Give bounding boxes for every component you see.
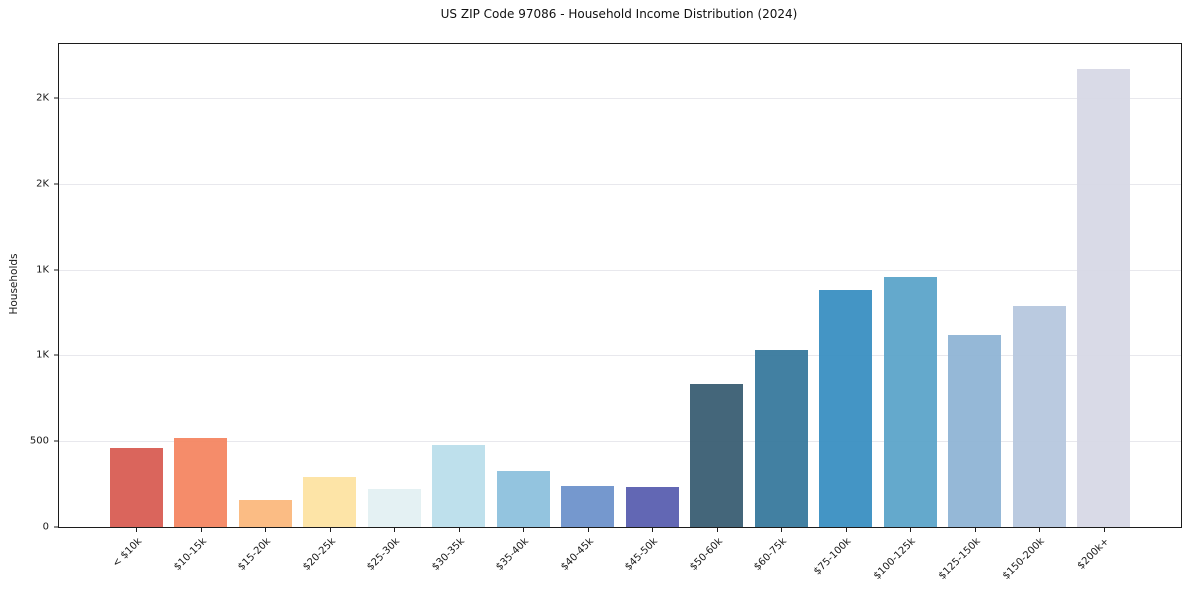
x-tick-mark [587, 527, 589, 532]
x-tick-label: $100-125k [872, 536, 919, 582]
x-tick-mark [329, 527, 331, 532]
bar [496, 471, 550, 527]
y-tick-mark [54, 269, 59, 271]
x-tick-label: $150-200k [1001, 536, 1048, 582]
x-tick-label: $125-150k [936, 536, 983, 582]
x-tick-label: $75-100k [812, 536, 854, 578]
x-tick-mark [974, 527, 976, 532]
x-tick-mark [136, 527, 138, 532]
bar [367, 488, 421, 527]
y-tick-label: 2K [36, 178, 49, 190]
bar [690, 384, 744, 527]
y-tick-label: 500 [29, 435, 49, 447]
x-tick-mark [716, 527, 718, 532]
x-tick-mark [652, 527, 654, 532]
bar [1012, 305, 1066, 527]
y-tick-mark [54, 183, 59, 185]
x-tick-mark [458, 527, 460, 532]
x-tick-mark [910, 527, 912, 532]
x-tick-label: $35-40k [494, 536, 532, 573]
x-tick-mark [1103, 527, 1105, 532]
gridline [59, 441, 1181, 443]
x-tick-label: $50-60k [687, 536, 725, 573]
y-tick-mark [54, 97, 59, 99]
gridline [59, 355, 1181, 357]
bar [238, 500, 292, 527]
x-tick-mark [265, 527, 267, 532]
bar [883, 277, 937, 527]
y-axis-label: Households [8, 253, 20, 315]
x-tick-label: $10-15k [171, 536, 209, 573]
x-tick-label: $20-25k [300, 536, 338, 573]
bar [625, 486, 679, 527]
x-tick-mark [845, 527, 847, 532]
x-tick-label: $60-75k [752, 536, 790, 573]
chart-title: US ZIP Code 97086 - Household Income Dis… [440, 7, 798, 21]
gridline [59, 98, 1181, 100]
bar [754, 350, 808, 527]
y-tick-label: 0 [42, 521, 49, 533]
bar [819, 290, 873, 527]
x-tick-label: $25-30k [365, 536, 403, 573]
y-tick-mark [54, 440, 59, 442]
x-tick-label: < $10k [110, 536, 145, 570]
x-tick-label: $40-45k [558, 536, 596, 573]
x-tick-mark [200, 527, 202, 532]
bar [174, 437, 228, 527]
y-tick-label: 1K [36, 349, 49, 361]
gridline [59, 183, 1181, 185]
x-tick-mark [394, 527, 396, 532]
y-tick-label: 1K [36, 264, 49, 276]
bar [1077, 68, 1131, 527]
x-tick-label: $15-20k [236, 536, 274, 573]
bar [303, 476, 357, 527]
x-tick-mark [781, 527, 783, 532]
y-tick-mark [54, 354, 59, 356]
bar [948, 335, 1002, 527]
x-tick-mark [523, 527, 525, 532]
x-tick-label: $30-35k [429, 536, 467, 573]
bar [109, 448, 163, 527]
x-tick-label: $45-50k [623, 536, 661, 573]
x-tick-label: $200k+ [1075, 536, 1112, 572]
bar [561, 485, 615, 527]
plot-area: 0 500 1K 1K 2K 2K < $10k $10-15k $15-20k $20-25k $… [30, 43, 1182, 582]
y-tick-mark [54, 526, 59, 528]
gridline [59, 269, 1181, 271]
x-tick-mark [1039, 527, 1041, 532]
bar [432, 444, 486, 527]
y-tick-label: 2K [36, 92, 49, 104]
